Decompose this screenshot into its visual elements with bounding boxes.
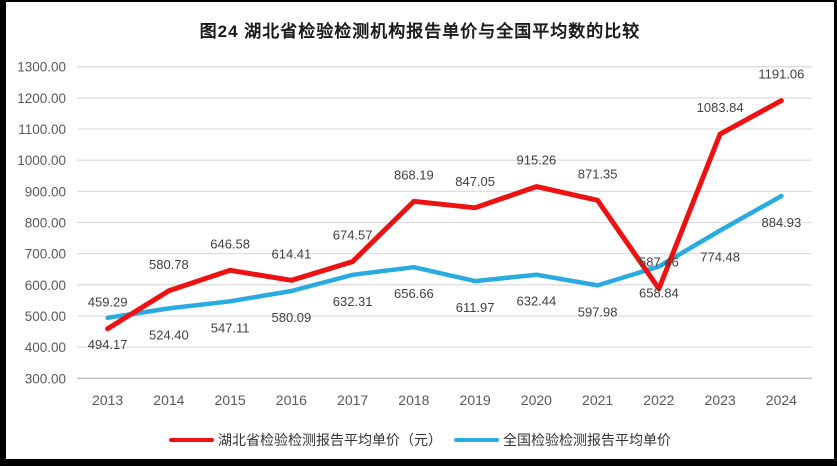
x-tick-label: 2021: [582, 392, 613, 408]
data-label: 547.11: [211, 320, 250, 335]
data-label: 611.97: [456, 300, 495, 315]
y-tick-label: 600.00: [25, 278, 66, 293]
y-tick-label: 500.00: [25, 309, 66, 324]
legend-item-hubei: 湖北省检验检测报告平均单价（元）: [169, 430, 442, 450]
data-label: 658.84: [639, 285, 679, 300]
data-label: 459.29: [88, 295, 128, 310]
x-tick-label: 2015: [215, 392, 246, 408]
y-tick-label: 1000.00: [17, 153, 66, 168]
data-label: 871.35: [578, 166, 618, 181]
x-tick-label: 2020: [521, 392, 552, 408]
data-label: 847.05: [455, 174, 495, 189]
legend-label-national: 全国检验检测报告平均单价: [503, 432, 671, 448]
data-label: 632.31: [333, 294, 373, 309]
data-label: 915.26: [516, 153, 556, 168]
chart-title: 图24 湖北省检验检测机构报告单价与全国平均数的比较: [199, 22, 641, 41]
x-tick-label: 2014: [153, 392, 184, 408]
data-label: 632.44: [516, 294, 556, 309]
y-tick-label: 300.00: [25, 371, 66, 386]
y-tick-label: 1100.00: [18, 122, 66, 137]
data-label: 868.19: [394, 167, 434, 182]
data-label: 580.78: [149, 257, 189, 272]
x-tick-label: 2019: [460, 392, 491, 408]
data-label: 587.46: [639, 255, 679, 270]
chart-canvas: 图24 湖北省检验检测机构报告单价与全国平均数的比较 300.00 400.00 5…: [6, 2, 834, 459]
data-label: 597.98: [578, 304, 618, 319]
chart-legend: 湖北省检验检测报告平均单价（元） 全国检验检测报告平均单价: [6, 430, 834, 450]
x-tick-label: 2022: [643, 392, 674, 408]
y-tick-label: 1200.00: [17, 91, 66, 106]
legend-line-blue-icon: [454, 438, 499, 442]
series-line-national: [105, 193, 784, 321]
data-label: 774.48: [700, 249, 740, 264]
legend-label-hubei: 湖北省检验检测报告平均单价（元）: [218, 432, 442, 448]
data-label: 524.40: [149, 327, 189, 342]
legend-line-red-icon: [169, 438, 214, 442]
legend-item-national: 全国检验检测报告平均单价: [454, 430, 671, 450]
y-tick-label: 800.00: [25, 216, 66, 231]
x-tick-label: 2013: [92, 392, 123, 408]
data-label: 884.93: [761, 215, 801, 230]
line-chart-plot-area: 300.00 400.00 500.00 600.00 700.00 800.00 900.…: [17, 60, 812, 408]
data-label: 1083.84: [697, 100, 744, 115]
series-line-hubei: [105, 98, 784, 332]
x-tick-label: 2023: [705, 392, 736, 408]
data-label: 656.66: [394, 286, 434, 301]
x-tick-label: 2016: [276, 392, 307, 408]
y-tick-label: 900.00: [25, 184, 66, 199]
data-label: 1191.06: [758, 67, 804, 82]
data-label: 494.17: [88, 337, 128, 352]
x-tick-label: 2024: [766, 392, 797, 408]
y-tick-label: 400.00: [25, 340, 66, 355]
data-label: 646.58: [210, 236, 250, 251]
x-tick-label: 2017: [337, 392, 368, 408]
y-tick-label: 1300.00: [17, 60, 66, 75]
y-tick-label: 700.00: [25, 247, 66, 262]
data-label: 614.41: [271, 246, 311, 261]
data-label: 580.09: [271, 310, 311, 325]
x-tick-label: 2018: [398, 392, 429, 408]
data-label: 674.57: [333, 228, 373, 243]
